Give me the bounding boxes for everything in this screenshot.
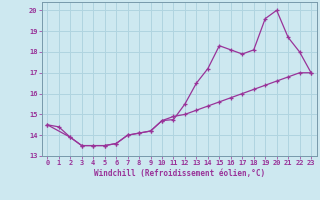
X-axis label: Windchill (Refroidissement éolien,°C): Windchill (Refroidissement éolien,°C)	[94, 169, 265, 178]
